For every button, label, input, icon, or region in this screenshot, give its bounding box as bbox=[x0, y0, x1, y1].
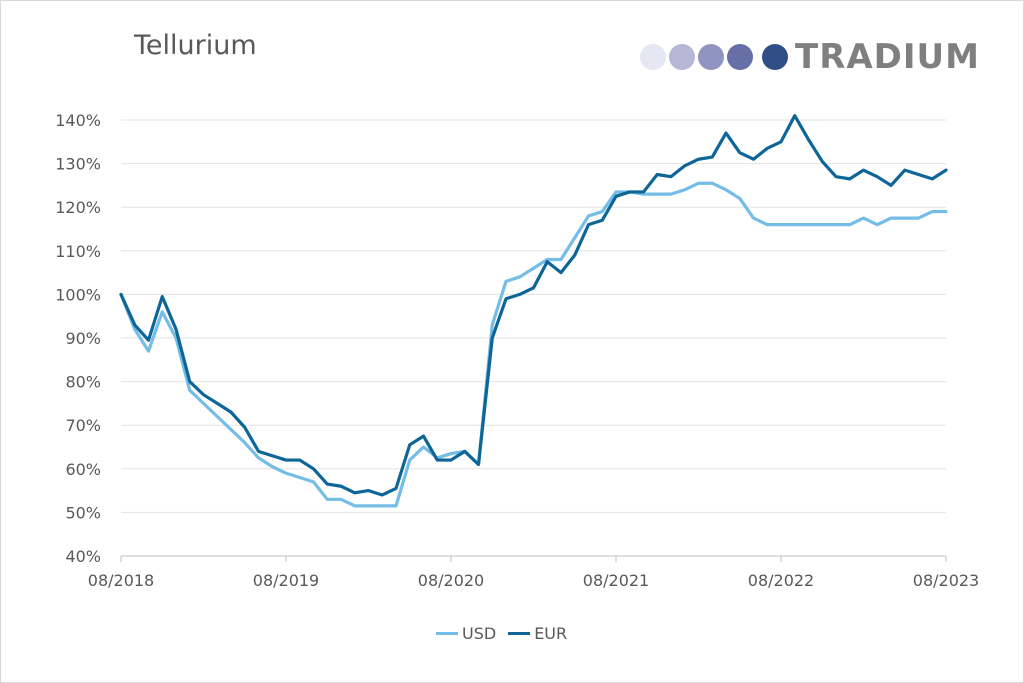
x-tick-label: 08/2022 bbox=[748, 571, 814, 590]
y-tick-label: 50% bbox=[65, 503, 101, 522]
y-tick-label: 60% bbox=[65, 460, 101, 479]
brand-dot-1 bbox=[640, 44, 666, 70]
brand-dot-3 bbox=[698, 44, 724, 70]
y-tick-label: 140% bbox=[55, 111, 101, 130]
brand-logo: TRADIUM bbox=[640, 34, 980, 80]
y-tick-label: 130% bbox=[55, 155, 101, 174]
x-tick-label: 08/2023 bbox=[913, 571, 979, 590]
legend-item-eur: EUR bbox=[508, 624, 567, 643]
x-tick-label: 08/2019 bbox=[253, 571, 319, 590]
chart-title: Tellurium bbox=[134, 30, 257, 61]
legend-swatch-eur bbox=[508, 632, 531, 635]
x-tick-label: 08/2020 bbox=[418, 571, 484, 590]
series-line-eur bbox=[119, 114, 948, 497]
brand-dot-4 bbox=[727, 44, 753, 70]
y-tick-label: 40% bbox=[65, 547, 101, 566]
y-tick-label: 110% bbox=[55, 242, 101, 261]
legend: USD EUR bbox=[436, 624, 579, 643]
y-tick-label: 80% bbox=[65, 373, 101, 392]
brand-dot-5 bbox=[762, 44, 788, 70]
legend-item-usd: USD bbox=[436, 624, 496, 643]
legend-label-eur: EUR bbox=[534, 624, 568, 643]
x-tick-label: 08/2018 bbox=[88, 571, 154, 590]
x-tick-label: 08/2021 bbox=[583, 571, 649, 590]
legend-swatch-usd bbox=[436, 632, 458, 635]
y-tick-label: 90% bbox=[65, 329, 101, 348]
series-line-usd bbox=[119, 181, 948, 508]
legend-label-usd: USD bbox=[462, 624, 497, 643]
y-tick-label: 120% bbox=[55, 198, 101, 217]
brand-dot-2 bbox=[669, 44, 695, 70]
brand-name: TRADIUM bbox=[795, 37, 981, 77]
y-tick-label: 100% bbox=[55, 285, 101, 304]
y-tick-label: 70% bbox=[65, 416, 101, 435]
